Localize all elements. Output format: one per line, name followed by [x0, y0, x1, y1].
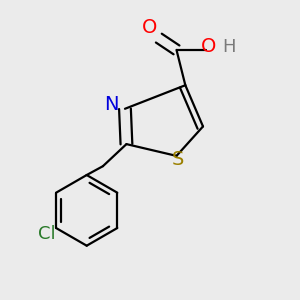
- Text: S: S: [172, 150, 184, 169]
- Text: H: H: [222, 38, 236, 56]
- Text: O: O: [201, 38, 217, 56]
- Text: O: O: [142, 18, 158, 37]
- Text: Cl: Cl: [38, 225, 55, 243]
- Text: N: N: [104, 95, 119, 114]
